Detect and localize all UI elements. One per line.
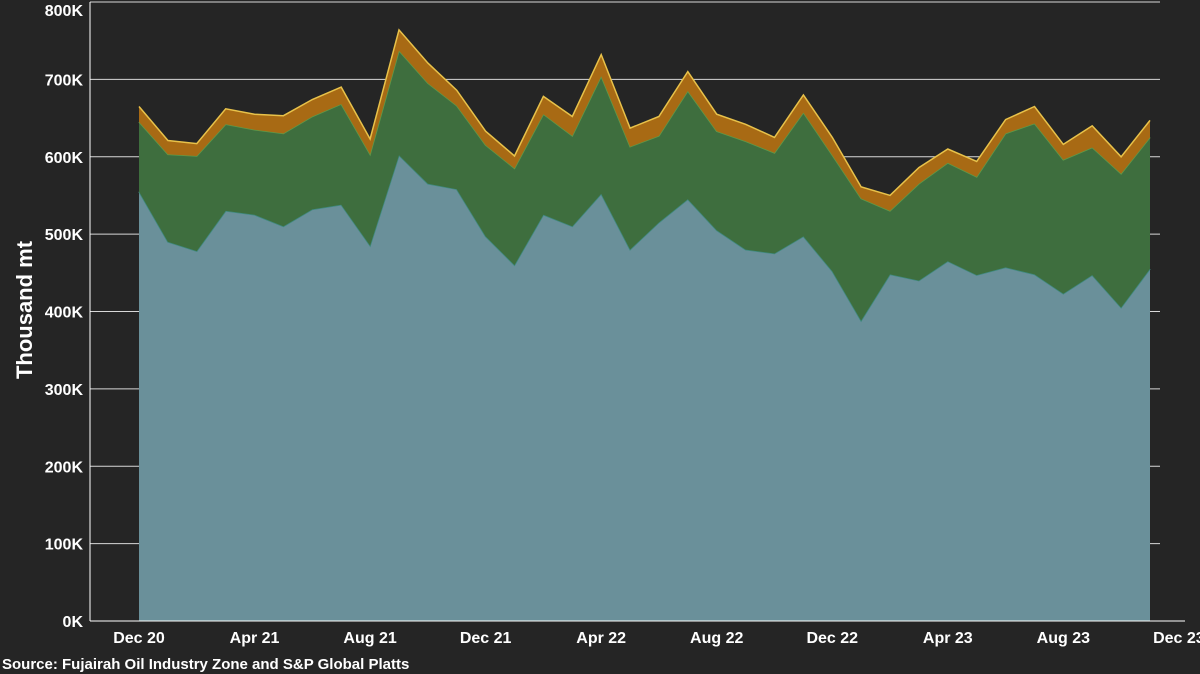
x-tick-label: Dec 23	[1153, 630, 1200, 647]
x-tick-labels: Dec 20 Apr 21 Aug 21 Dec 21 Apr 22 Aug 22 Dec …	[113, 630, 1200, 647]
y-tick-label: 800K	[45, 3, 84, 20]
series-areas	[138, 28, 1151, 621]
x-tick-label: Apr 21	[230, 630, 280, 647]
y-tick-label: 0K	[63, 614, 84, 631]
y-tick-label: 700K	[45, 72, 84, 89]
y-axis-title: Thousand mt	[12, 240, 37, 379]
x-tick-label: Dec 21	[460, 630, 512, 647]
series-area-3	[139, 29, 1150, 211]
series-area-2	[139, 50, 1150, 321]
y-tick-label: 500K	[45, 227, 84, 244]
x-tick-label: Dec 20	[113, 630, 165, 647]
x-tick-label: Aug 22	[690, 630, 743, 647]
y-tick-label: 200K	[45, 459, 84, 476]
x-tick-label: Aug 21	[343, 630, 396, 647]
x-tick-label: Dec 22	[806, 630, 858, 647]
series-line-3	[138, 28, 1151, 197]
y-tick-labels: 0K 100K 200K 300K 400K 500K 600K 700K 800K	[45, 3, 84, 631]
axes	[89, 2, 1185, 622]
y-tick-label: 100K	[45, 537, 84, 554]
y-tick-label: 400K	[45, 305, 84, 322]
x-tick-label: Aug 23	[1037, 630, 1090, 647]
source-note: Source: Fujairah Oil Industry Zone and S…	[2, 656, 409, 673]
y-tick-label: 300K	[45, 382, 84, 399]
series-area-1	[139, 155, 1150, 621]
x-tick-label: Apr 22	[576, 630, 626, 647]
y-tick-label: 600K	[45, 150, 84, 167]
x-tick-label: Apr 23	[923, 630, 973, 647]
